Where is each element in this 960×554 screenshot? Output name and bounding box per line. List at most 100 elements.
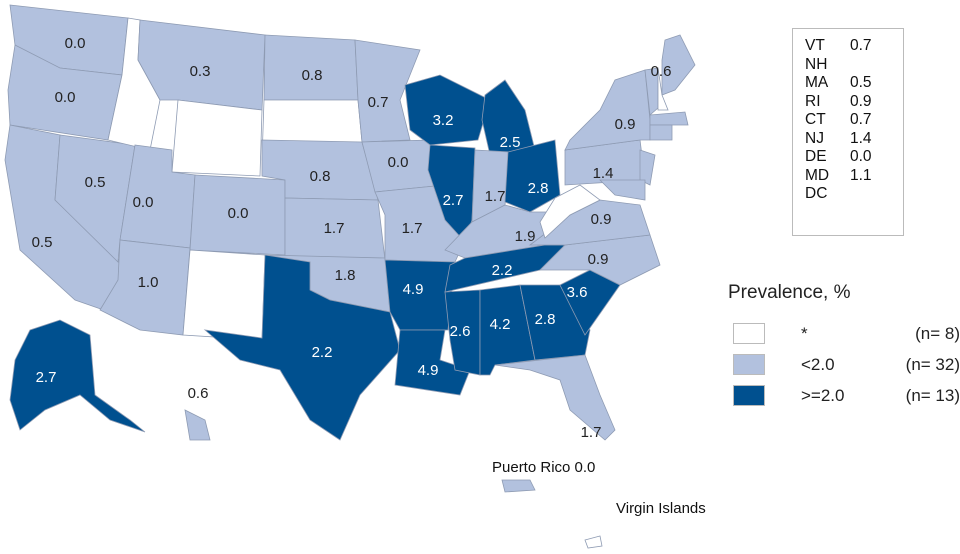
state-value-sc: 3.6	[567, 284, 588, 301]
state-nm	[182, 249, 266, 341]
inset-state: NH	[805, 55, 828, 73]
inset-state: MA	[805, 74, 829, 91]
inset-row: MA 0.5	[793, 74, 903, 93]
state-value-or: 0.0	[55, 89, 76, 106]
state-value-oh: 2.8	[528, 180, 549, 197]
inset-state: DE	[805, 148, 827, 165]
state-value-ks: 1.7	[324, 220, 345, 237]
state-nh	[657, 67, 669, 111]
inset-row: NH	[793, 56, 903, 75]
state-value-mo: 1.7	[402, 220, 423, 237]
inset-state: CT	[805, 111, 826, 128]
state-vi	[584, 535, 603, 549]
northeast-inset-table: VT 0.7 NH MA 0.5 RI 0.9 CT 0.7 NJ 1.4 DE 0.0 MD 1.1 DC	[792, 28, 904, 236]
state-value-nc: 0.9	[588, 251, 609, 268]
state-value-tx: 2.2	[312, 344, 333, 361]
state-value-ms: 2.6	[450, 323, 471, 340]
inset-state: NJ	[805, 129, 824, 147]
state-oh	[504, 139, 561, 213]
legend: Prevalence, % * (n= 8) <2.0 (n= 32) >=2.0 (n=…	[728, 282, 960, 411]
puerto-rico-label: Puerto Rico 0.0	[492, 459, 596, 476]
state-value-la: 4.9	[418, 362, 439, 379]
state-value-ga: 2.8	[535, 311, 556, 328]
inset-value: 0.5	[850, 74, 872, 91]
inset-row: NJ 1.4	[793, 130, 903, 149]
inset-row: CT 0.7	[793, 111, 903, 130]
legend-title: Prevalence, %	[728, 282, 851, 303]
state-value-il: 2.7	[443, 192, 464, 209]
inset-row: DC	[793, 185, 903, 204]
inset-state: RI	[805, 92, 821, 110]
state-value-wi: 3.2	[433, 112, 454, 129]
legend-swatch	[733, 354, 765, 375]
state-value-in: 1.7	[485, 188, 506, 205]
inset-row: RI 0.9	[793, 93, 903, 112]
state-md	[599, 179, 646, 201]
state-wv	[539, 184, 601, 239]
state-value-ca: 0.5	[32, 234, 53, 251]
state-value-ia: 0.0	[388, 154, 409, 171]
legend-count: (n= 8)	[915, 323, 960, 343]
state-value-ak: 2.7	[36, 369, 57, 386]
inset-value	[850, 56, 890, 75]
state-nj	[639, 149, 656, 186]
inset-value: 1.1	[850, 166, 872, 184]
inset-state: DC	[805, 185, 828, 202]
legend-item: * (n= 8)	[728, 318, 960, 349]
state-value-tn: 2.2	[492, 262, 513, 279]
state-value-ne: 0.8	[310, 168, 331, 185]
state-value-pa: 1.4	[593, 165, 614, 182]
state-value-co: 0.0	[228, 205, 249, 222]
state-value-ky: 1.9	[515, 228, 536, 245]
legend-label: >=2.0	[801, 385, 845, 405]
state-value-mn: 0.7	[368, 94, 389, 111]
state-value-ny: 0.9	[615, 116, 636, 133]
state-value-nv: 0.5	[85, 174, 106, 191]
state-mn	[354, 39, 421, 143]
state-hi	[184, 409, 211, 441]
legend-swatch	[733, 385, 765, 406]
inset-row: DE 0.0	[793, 148, 903, 167]
inset-row: VT 0.7	[793, 37, 903, 56]
state-value-mi: 2.5	[500, 134, 521, 151]
legend-item: <2.0 (n= 32)	[728, 349, 960, 380]
state-az	[99, 239, 191, 336]
state-value-va: 0.9	[591, 211, 612, 228]
state-value-nd: 0.8	[302, 67, 323, 84]
virgin-islands-label: Virgin Islands	[616, 500, 706, 517]
state-pr	[501, 479, 536, 493]
legend-item: >=2.0 (n= 13)	[728, 380, 960, 411]
inset-value: 1.4	[850, 129, 872, 147]
legend-label: *	[801, 323, 808, 343]
state-ny	[564, 69, 651, 151]
state-ma	[649, 111, 689, 126]
state-value-me: 0.6	[651, 63, 672, 80]
legend-swatch	[733, 323, 765, 344]
inset-state: VT	[805, 37, 825, 54]
inset-value: 0.0	[850, 148, 872, 165]
state-ms	[444, 289, 481, 376]
inset-row: MD 1.1	[793, 167, 903, 186]
state-wi	[404, 74, 491, 146]
inset-value: 0.7	[850, 37, 872, 54]
state-value-wa: 0.0	[65, 35, 86, 52]
state-value-az: 1.0	[138, 274, 159, 291]
state-value-ut: 0.0	[133, 194, 154, 211]
state-wy	[171, 99, 263, 177]
inset-value: 0.9	[850, 92, 872, 110]
state-value-ar: 4.9	[403, 281, 424, 298]
legend-count: (n= 32)	[905, 354, 960, 374]
state-tx	[203, 254, 401, 441]
legend-label: <2.0	[801, 354, 835, 374]
state-value-ok: 1.8	[335, 267, 356, 284]
state-ct	[649, 124, 673, 141]
state-value-fl: 1.7	[581, 424, 602, 441]
inset-value: 0.7	[850, 111, 872, 128]
state-value-hi: 0.6	[188, 385, 209, 402]
state-ak	[9, 319, 146, 433]
state-fl	[494, 354, 616, 441]
inset-state: MD	[805, 166, 830, 184]
inset-value	[850, 185, 890, 204]
legend-count: (n= 13)	[905, 385, 960, 405]
